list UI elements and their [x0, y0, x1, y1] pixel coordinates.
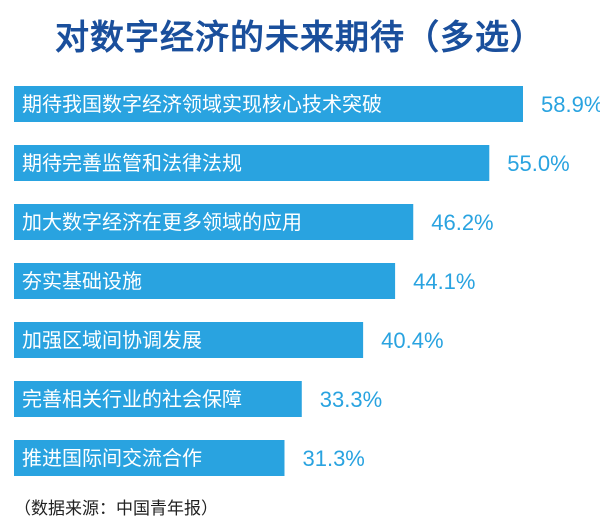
- bar-5: [14, 322, 364, 358]
- bar-value-4: 44.1%: [413, 269, 475, 294]
- bar-value-3: 46.2%: [431, 210, 493, 235]
- bar-label-5: 加强区域间协调发展: [22, 328, 202, 352]
- bar-label-1: 期待我国数字经济领域实现核心技术突破: [22, 92, 382, 116]
- bar-label-2: 期待完善监管和法律法规: [22, 151, 242, 175]
- bar-label-6: 完善相关行业的社会保障: [22, 387, 242, 411]
- bar-value-5: 40.4%: [381, 328, 443, 353]
- bar-7: [14, 440, 285, 476]
- bar-2: [14, 145, 490, 181]
- bar-label-3: 加大数字经济在更多领域的应用: [22, 210, 302, 234]
- bar-4: [14, 263, 396, 299]
- bar-label-7: 推进国际间交流合作: [22, 446, 202, 470]
- chart-title: 对数字经济的未来期待（多选）: [55, 18, 545, 58]
- bar-value-2: 55.0%: [507, 151, 569, 176]
- bar-value-7: 31.3%: [302, 446, 364, 471]
- bar-label-4: 夯实基础设施: [22, 269, 142, 293]
- bar-3: [14, 204, 414, 240]
- bar-1: [14, 86, 523, 122]
- bar-value-6: 33.3%: [320, 387, 382, 412]
- data-source-note: （数据来源：中国青年报）: [14, 499, 218, 519]
- bar-value-1: 58.9%: [541, 92, 600, 117]
- bar-6: [14, 381, 302, 417]
